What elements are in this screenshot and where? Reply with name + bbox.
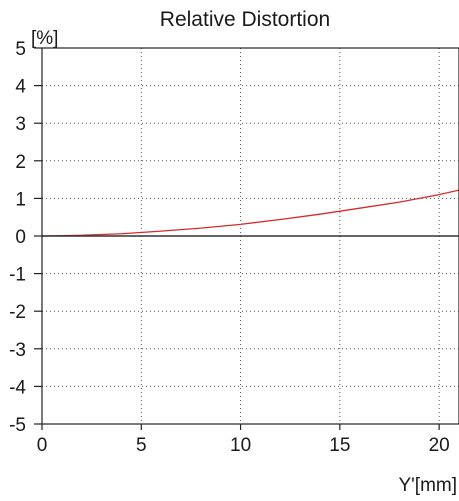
y-tick-label: -5 — [9, 415, 26, 436]
y-tick-label: 2 — [15, 152, 26, 173]
y-tick-label: 1 — [15, 189, 26, 210]
y-tick-label: -2 — [9, 302, 26, 323]
y-tick-label: -1 — [9, 265, 26, 286]
x-axis-label: Y'[mm] — [398, 475, 457, 496]
series-layer — [41, 189, 459, 237]
y-tick-label: 0 — [15, 227, 26, 248]
x-tick-label: 5 — [136, 435, 147, 456]
x-tick-label: 15 — [329, 435, 350, 456]
y-tick-label: -4 — [9, 377, 26, 398]
y-axis-label: [%] — [31, 28, 58, 49]
chart-title: Relative Distortion — [160, 8, 330, 31]
x-tick-label: 10 — [230, 435, 251, 456]
y-tick-label: -3 — [9, 340, 26, 361]
x-tick-label: 0 — [37, 435, 48, 456]
distortion-curve — [41, 189, 459, 237]
y-tick-label: 5 — [15, 39, 26, 60]
x-tick-label: 20 — [429, 435, 450, 456]
y-tick-label: 4 — [15, 77, 26, 98]
y-tick-label: 3 — [15, 114, 26, 135]
